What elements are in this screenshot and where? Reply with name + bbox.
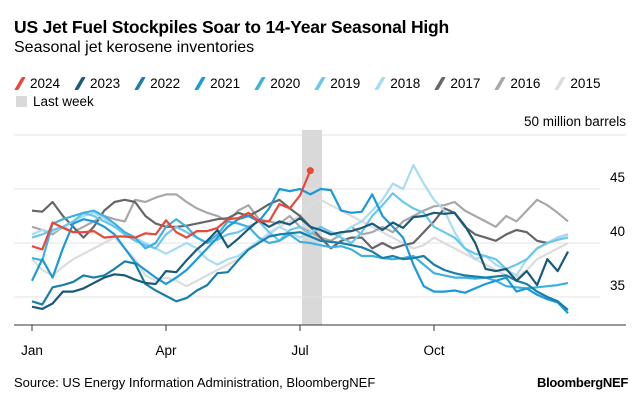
x-tick-label: Apr [155, 343, 177, 358]
legend-label: 2020 [270, 75, 301, 91]
legend-item-2017: 2017 [434, 76, 480, 91]
legend: 2024 2023 2022 2021 2020 2019 2018 2017 2016 2015… [14, 74, 634, 110]
legend-label: 2016 [510, 75, 541, 91]
legend-label: Last week [33, 93, 94, 109]
series-line-2022 [31, 231, 569, 311]
legend-item-2020: 2020 [254, 76, 300, 91]
chart-subtitle: Seasonal jet kerosene inventories [14, 39, 255, 56]
last-week-swatch [16, 95, 27, 107]
legend-label: 2023 [90, 75, 121, 91]
legend-item-2018: 2018 [374, 76, 420, 91]
y-axis-unit-label: 50 million barrels [523, 114, 626, 129]
legend-label: 2021 [210, 75, 241, 91]
legend-label: 2015 [570, 75, 601, 91]
series-line-2021 [31, 187, 569, 314]
legend-item-2021: 2021 [194, 76, 240, 91]
legend-item-2024: 2024 [14, 76, 60, 91]
series-line-2018 [31, 164, 569, 277]
legend-item-2022: 2022 [134, 76, 180, 91]
legend-label: 2018 [390, 75, 421, 91]
legend-series-row: 2024 2023 2022 2021 2020 2019 2018 2017 2016 2015 [14, 74, 634, 92]
legend-label: 2022 [150, 75, 181, 91]
x-tick-label: Jul [291, 343, 308, 358]
chart-title: US Jet Fuel Stockpiles Soar to 14-Year S… [14, 17, 450, 37]
source-note: Source: US Energy Information Administra… [14, 375, 376, 390]
latest-point-marker [306, 167, 314, 175]
legend-label: 2024 [30, 75, 61, 91]
x-tick-label: Oct [423, 343, 444, 358]
legend-label: 2019 [330, 75, 361, 91]
y-tick-label: 45 [610, 170, 625, 185]
series-line-2023 [31, 211, 569, 310]
y-tick-label: 35 [610, 278, 625, 293]
legend-item-2019: 2019 [314, 76, 360, 91]
series-line-2020 [31, 209, 569, 290]
x-tick-label: Jan [21, 343, 43, 358]
legend-item-2023: 2023 [74, 76, 120, 91]
legend-item-last-week: Last week [14, 92, 634, 110]
series-line-2017 [31, 198, 569, 250]
legend-item-2016: 2016 [494, 76, 540, 91]
y-tick-label: 40 [610, 224, 625, 239]
legend-label: 2017 [450, 75, 481, 91]
legend-item-2015: 2015 [554, 76, 600, 91]
series-line-2024 [31, 170, 312, 251]
brand-logo-text: BloombergNEF [536, 375, 628, 390]
